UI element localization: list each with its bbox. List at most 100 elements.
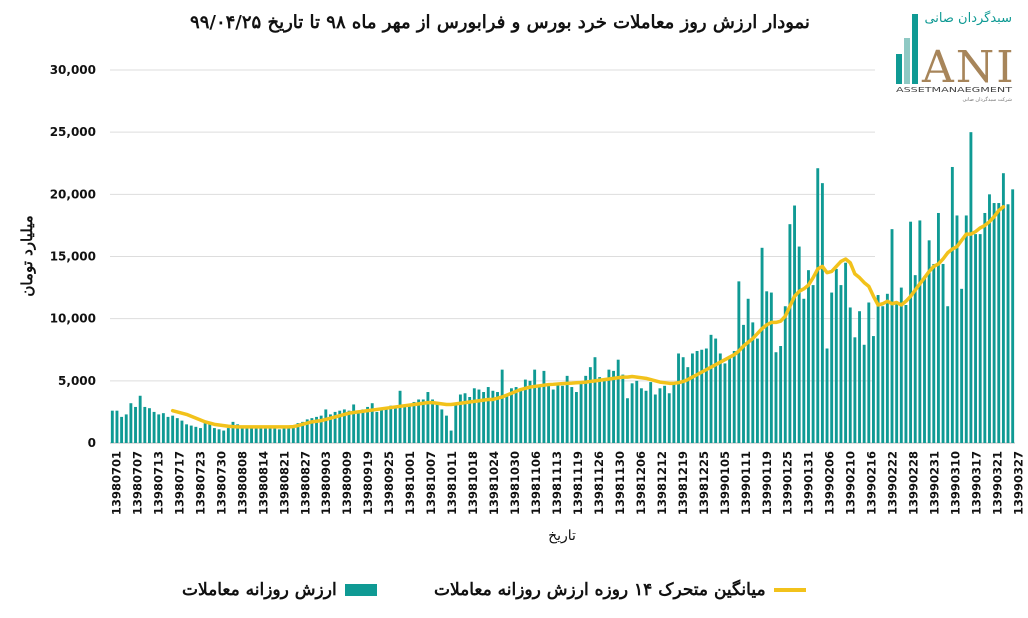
- data-bar: [259, 426, 263, 443]
- data-bar: [653, 394, 657, 443]
- data-bar: [802, 298, 806, 443]
- data-bar: [667, 393, 671, 443]
- data-bar: [955, 215, 959, 443]
- data-bar: [607, 369, 611, 443]
- x-tick-label: 13981225: [697, 451, 711, 515]
- chart-title: نمودار ارزش روز معاملات خرد بورس و فرابو…: [190, 12, 810, 33]
- x-tick-label: 13990125: [781, 451, 795, 515]
- data-bar: [904, 304, 908, 443]
- data-bar: [245, 425, 249, 443]
- data-bar: [718, 353, 722, 443]
- data-bar: [115, 410, 119, 443]
- data-bar: [755, 338, 759, 443]
- data-bar: [324, 409, 328, 443]
- data-bar: [876, 295, 880, 443]
- data-bar: [950, 166, 954, 444]
- x-tick-label: 13980827: [298, 451, 312, 515]
- data-bar: [194, 426, 198, 443]
- data-bar: [983, 212, 987, 443]
- data-bar: [695, 350, 699, 443]
- data-bar: [686, 367, 690, 443]
- data-bar: [389, 405, 393, 443]
- data-bar: [161, 413, 165, 443]
- x-tick-label: 13981113: [550, 451, 564, 515]
- x-tick-label: 13990327: [1012, 451, 1026, 515]
- data-bar: [932, 263, 936, 443]
- data-bar: [964, 215, 968, 443]
- data-bar: [561, 385, 564, 443]
- data-bar: [240, 425, 244, 443]
- data-bar: [946, 306, 950, 443]
- data-bar: [514, 387, 518, 443]
- data-bar: [468, 396, 472, 443]
- data-bar: [347, 410, 351, 443]
- data-bar: [268, 425, 272, 443]
- data-bar: [862, 344, 866, 443]
- x-tick-label: 13980808: [235, 451, 249, 515]
- data-bar: [366, 406, 370, 443]
- logo-subtitle: ASSETMANAEGMENT: [896, 86, 1013, 94]
- data-bar: [616, 359, 620, 443]
- data-bar: [570, 387, 574, 443]
- data-bar: [630, 383, 634, 443]
- x-tick-label: 13980903: [319, 451, 333, 515]
- data-bar: [769, 292, 773, 443]
- data-bar: [426, 392, 430, 443]
- data-bar: [254, 426, 258, 443]
- data-bar: [528, 380, 532, 443]
- data-bar: [124, 414, 128, 443]
- data-bar: [848, 307, 852, 443]
- logo-bar-3: [912, 14, 918, 84]
- data-bar: [231, 421, 235, 443]
- data-bar: [793, 205, 796, 443]
- x-tick-label: 13980821: [277, 451, 291, 515]
- data-bar: [551, 389, 555, 443]
- data-bar: [542, 370, 546, 443]
- data-bar: [486, 387, 490, 443]
- data-bar: [974, 234, 977, 443]
- x-tick-label: 13981106: [529, 451, 543, 515]
- data-bar: [881, 306, 885, 443]
- data-bar: [918, 220, 922, 443]
- data-bar: [765, 291, 769, 443]
- y-tick-label: 15,000: [50, 250, 96, 264]
- x-tick-label: 13981212: [655, 451, 669, 515]
- data-bar: [579, 382, 583, 443]
- data-bar: [816, 168, 820, 443]
- data-bar: [927, 240, 931, 443]
- data-bar: [519, 390, 523, 443]
- logo-letters: ANI: [921, 42, 1016, 93]
- data-bar: [941, 263, 945, 443]
- logo-bar-2: [904, 38, 910, 84]
- data-bar: [301, 421, 305, 443]
- data-bar: [361, 409, 365, 443]
- x-tick-label: 13990119: [760, 451, 774, 515]
- data-bar: [352, 404, 356, 443]
- data-bar: [923, 276, 926, 443]
- data-bar: [751, 322, 755, 443]
- data-bar: [547, 384, 551, 443]
- data-bar: [500, 369, 504, 443]
- data-bar: [250, 426, 253, 443]
- data-bar: [672, 382, 676, 443]
- data-bar: [593, 357, 597, 443]
- data-bar: [783, 306, 787, 443]
- data-bar: [663, 385, 667, 443]
- data-bar: [491, 390, 495, 443]
- data-bar: [463, 393, 467, 443]
- data-bar: [626, 398, 629, 443]
- data-bar: [477, 389, 481, 443]
- legend-line: میانگین متحرک ۱۴ روزه ارزش روزانه معاملا…: [434, 580, 806, 600]
- data-bar: [407, 405, 411, 443]
- data-bar: [844, 262, 848, 443]
- x-tick-label: 13990131: [802, 451, 816, 515]
- data-bar: [236, 424, 240, 443]
- data-bar: [296, 423, 300, 443]
- x-tick-label: 13990210: [844, 451, 858, 515]
- data-bar: [505, 394, 509, 443]
- data-bar: [120, 416, 124, 443]
- x-tick-label: 13980701: [110, 451, 124, 515]
- data-bar: [913, 275, 917, 443]
- data-bar: [110, 410, 114, 443]
- x-tick-label: 13990222: [886, 451, 900, 515]
